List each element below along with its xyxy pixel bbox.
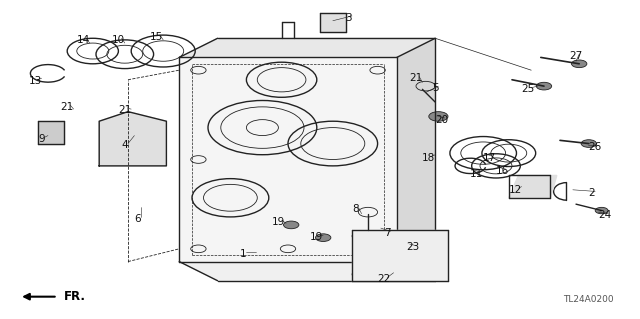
Text: 27: 27 bbox=[570, 51, 582, 61]
Circle shape bbox=[536, 82, 552, 90]
Text: 20: 20 bbox=[435, 115, 448, 125]
Text: 2: 2 bbox=[589, 188, 595, 198]
Circle shape bbox=[435, 271, 448, 278]
Circle shape bbox=[429, 112, 448, 121]
Polygon shape bbox=[99, 112, 166, 166]
Polygon shape bbox=[38, 121, 64, 144]
Text: 3: 3 bbox=[346, 12, 352, 23]
Text: 14: 14 bbox=[77, 35, 90, 45]
Text: 5: 5 bbox=[432, 83, 438, 93]
Text: 1: 1 bbox=[240, 249, 246, 259]
Circle shape bbox=[352, 233, 365, 239]
Text: 23: 23 bbox=[406, 242, 419, 252]
Circle shape bbox=[284, 221, 299, 229]
Circle shape bbox=[435, 233, 448, 239]
Text: 9: 9 bbox=[38, 134, 45, 144]
Text: 10: 10 bbox=[112, 35, 125, 45]
Text: 21: 21 bbox=[118, 105, 131, 115]
Circle shape bbox=[316, 234, 331, 241]
Text: 4: 4 bbox=[122, 140, 128, 150]
Polygon shape bbox=[179, 38, 435, 57]
Text: 11: 11 bbox=[470, 169, 483, 179]
Polygon shape bbox=[397, 38, 435, 281]
Text: 12: 12 bbox=[509, 185, 522, 195]
Text: 24: 24 bbox=[598, 210, 611, 220]
Polygon shape bbox=[179, 57, 397, 262]
Polygon shape bbox=[179, 262, 435, 281]
Text: 19: 19 bbox=[272, 217, 285, 227]
Text: 18: 18 bbox=[422, 153, 435, 163]
Text: 16: 16 bbox=[496, 166, 509, 176]
Text: 6: 6 bbox=[134, 213, 141, 224]
Polygon shape bbox=[352, 230, 448, 281]
Text: 15: 15 bbox=[150, 32, 163, 42]
Text: 22: 22 bbox=[378, 274, 390, 284]
Circle shape bbox=[352, 271, 365, 278]
Text: 21: 21 bbox=[61, 102, 74, 112]
Polygon shape bbox=[320, 13, 346, 32]
Circle shape bbox=[581, 140, 596, 147]
Circle shape bbox=[595, 207, 608, 214]
Text: 25: 25 bbox=[522, 84, 534, 94]
Text: 8: 8 bbox=[352, 204, 358, 214]
Text: 13: 13 bbox=[29, 76, 42, 86]
Text: 26: 26 bbox=[589, 142, 602, 152]
Circle shape bbox=[572, 60, 587, 68]
Text: 19: 19 bbox=[310, 232, 323, 242]
Text: FR.: FR. bbox=[64, 290, 86, 303]
Text: 21: 21 bbox=[410, 73, 422, 83]
Polygon shape bbox=[509, 175, 557, 198]
Text: TL24A0200: TL24A0200 bbox=[563, 295, 614, 304]
Text: 17: 17 bbox=[483, 153, 496, 163]
Text: 7: 7 bbox=[384, 228, 390, 238]
